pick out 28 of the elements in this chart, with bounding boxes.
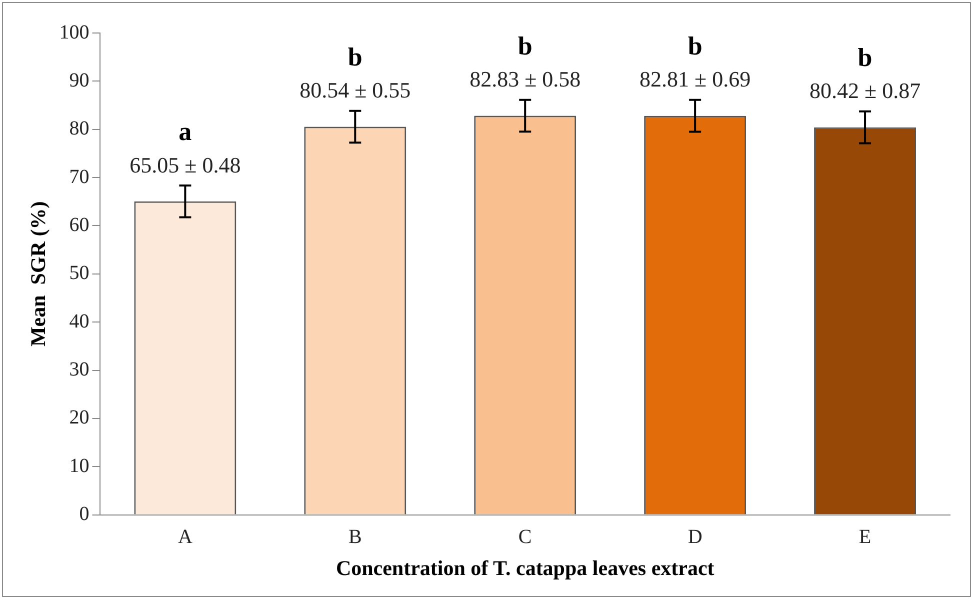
- y-tick-label: 60: [69, 214, 90, 236]
- annotation: b: [518, 32, 532, 61]
- annotation: b: [348, 42, 362, 72]
- annotation: a: [178, 117, 192, 146]
- data-label: 65.05 ± 0.48: [130, 152, 241, 178]
- y-tick-label: 40: [69, 310, 90, 332]
- y-tick-label: 70: [69, 166, 90, 188]
- y-tick-label: 0: [79, 503, 90, 526]
- x-tick-label: C: [518, 526, 532, 548]
- x-tick-label: D: [688, 526, 702, 548]
- y-tick-label: 100: [59, 21, 90, 44]
- annotation: b: [858, 43, 872, 72]
- annotation: b: [688, 32, 702, 61]
- y-tick-label: 10: [69, 454, 90, 477]
- y-axis-title: Mean SGR (%): [26, 201, 50, 347]
- y-tick-label: 30: [69, 358, 90, 381]
- data-label: 82.83 ± 0.58: [470, 66, 581, 92]
- y-tick-label: 50: [69, 262, 90, 284]
- x-tick-label: B: [348, 526, 362, 548]
- y-tick-label: 20: [69, 406, 90, 429]
- x-tick-label: A: [178, 526, 193, 548]
- data-label: 80.42 ± 0.87: [809, 78, 921, 104]
- y-tick-label: 80: [69, 118, 90, 140]
- data-label: 80.54 ± 0.55: [300, 78, 411, 103]
- x-axis-title: Concentration of T. catappa leaves extract: [336, 556, 714, 580]
- y-tick-label: 90: [69, 69, 90, 92]
- x-tick-label: E: [858, 526, 872, 548]
- data-label: 82.81 ± 0.69: [640, 66, 751, 92]
